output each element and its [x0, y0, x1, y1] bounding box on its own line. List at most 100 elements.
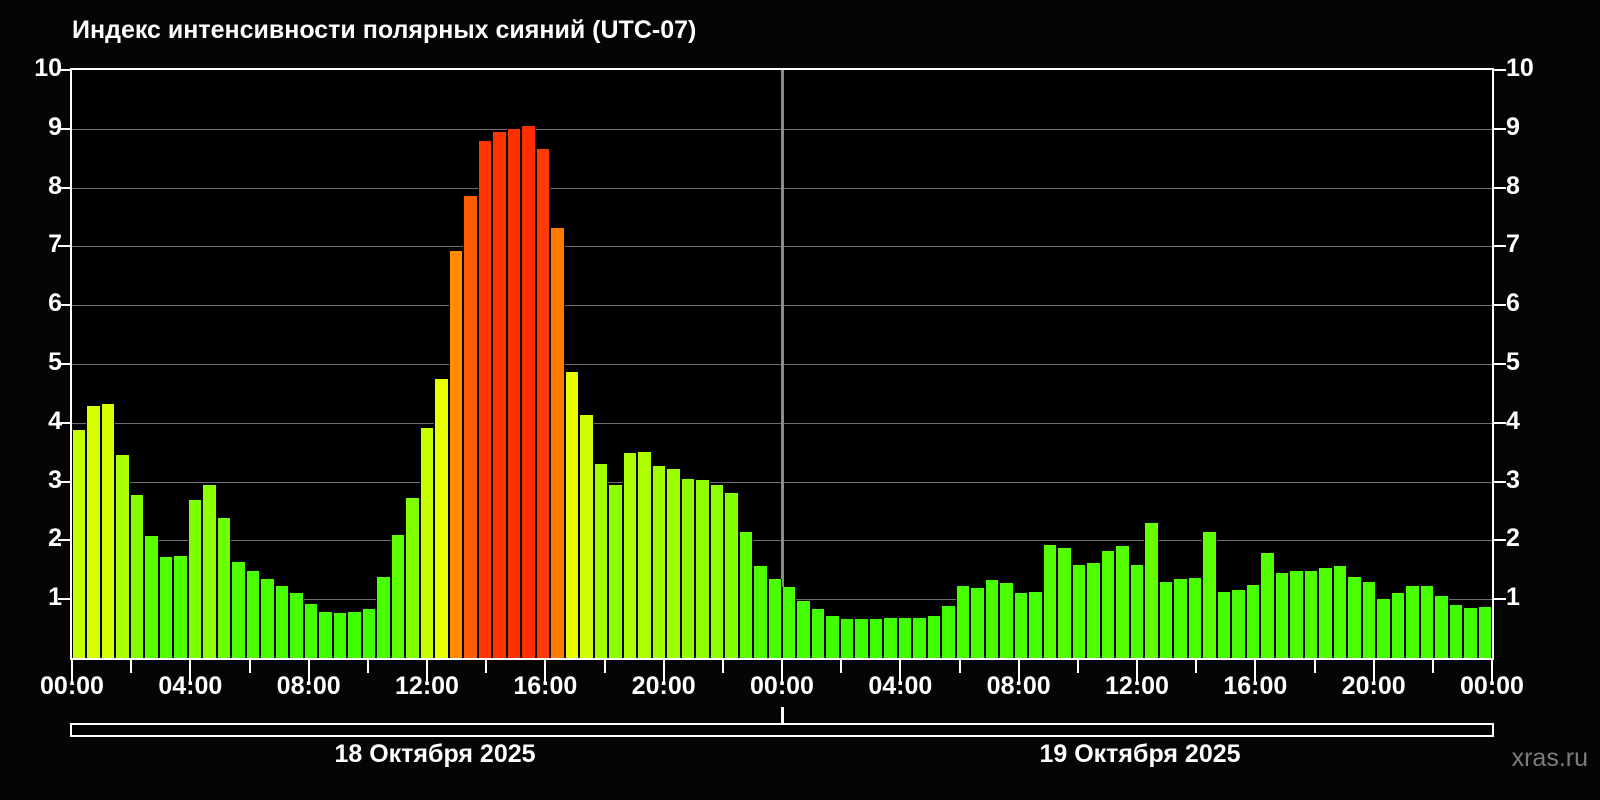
chart-title: Индекс интенсивности полярных сияний (UT… [72, 16, 697, 44]
bar [448, 250, 464, 658]
plot-area [70, 68, 1494, 660]
bar [173, 556, 188, 658]
x-axis-label-9: 12:00 [1105, 672, 1169, 700]
bar [231, 562, 246, 658]
bar [1086, 562, 1101, 658]
bar [941, 606, 956, 658]
y-axis-label-right-4: 4 [1506, 406, 1520, 435]
bar [1158, 581, 1174, 658]
x-axis-label-3: 12:00 [395, 672, 459, 700]
bar [274, 586, 290, 658]
y-axis-tick-left-9 [58, 127, 70, 130]
watermark: xras.ru [1511, 744, 1588, 772]
bar [245, 570, 261, 658]
bar [1347, 576, 1362, 658]
y-axis-label-right-1: 1 [1506, 583, 1520, 612]
bar [1129, 565, 1145, 658]
bar [260, 579, 275, 658]
bar [521, 125, 536, 658]
y-axis-label-left-10: 10 [34, 54, 62, 82]
bar [1231, 590, 1246, 658]
bar [1216, 592, 1232, 658]
bar [376, 576, 391, 658]
y-axis-tick-right-2 [1494, 539, 1506, 542]
y-axis-tick-right-9 [1494, 127, 1506, 130]
y-axis-label-right-7: 7 [1506, 230, 1520, 259]
bar [463, 196, 478, 658]
bar-series [72, 70, 1492, 658]
bar [1448, 605, 1463, 658]
y-axis-label-left-7: 7 [48, 230, 62, 259]
bar [86, 406, 101, 658]
bar [1274, 572, 1290, 658]
day-divider [781, 70, 784, 658]
bar [535, 149, 551, 658]
y-axis-tick-left-1 [58, 598, 70, 601]
bar [216, 518, 232, 658]
y-axis-tick-left-6 [58, 304, 70, 307]
x-axis-tick-12h [426, 660, 428, 684]
x-axis-tick-48h [1491, 660, 1493, 684]
x-axis-tick-2h [130, 660, 133, 673]
bar [390, 534, 406, 658]
bar [129, 494, 145, 658]
bar [897, 618, 913, 658]
x-axis-tick-4h [189, 660, 192, 684]
bar [477, 140, 493, 658]
bar [666, 468, 681, 658]
bar [1405, 586, 1420, 658]
y-axis-label-left-6: 6 [48, 289, 62, 318]
date-label-day1: 18 Октября 2025 [334, 740, 536, 768]
y-axis-tick-right-5 [1494, 363, 1506, 365]
date-band [70, 723, 1494, 737]
x-axis-label-5: 20:00 [631, 672, 696, 700]
bar [100, 403, 116, 658]
y-axis-label-right-2: 2 [1506, 524, 1520, 553]
x-axis-label-0: 00:00 [40, 672, 104, 700]
y-axis-tick-left-4 [58, 421, 70, 424]
bar [202, 484, 217, 658]
bar [1434, 596, 1449, 658]
bar [492, 131, 507, 658]
y-axis-label-right-6: 6 [1506, 289, 1520, 318]
x-axis-label-4: 16:00 [513, 672, 578, 700]
x-axis-tick-10h [366, 660, 369, 673]
x-axis-label-10: 16:00 [1223, 672, 1288, 700]
bar [303, 603, 319, 658]
bar [883, 618, 898, 658]
bar [955, 585, 971, 658]
bar [405, 498, 420, 658]
bar [144, 535, 159, 658]
y-axis-tick-right-3 [1494, 480, 1506, 483]
y-axis-label-left-8: 8 [48, 171, 62, 200]
x-axis-tick-18h [603, 660, 606, 673]
bar [1245, 584, 1261, 658]
bar [289, 593, 304, 658]
bar [1463, 608, 1478, 658]
x-axis-tick-28h [899, 660, 902, 684]
x-axis-label-6: 00:00 [750, 672, 814, 700]
x-axis-tick-40h [1254, 660, 1257, 684]
x-axis-tick-20h [662, 660, 665, 684]
bar [926, 615, 942, 658]
bar [1100, 550, 1116, 658]
y-axis-tick-right-4 [1494, 421, 1506, 424]
bar [1260, 552, 1275, 658]
x-axis-label-7: 04:00 [868, 672, 933, 700]
x-axis-tick-34h [1076, 660, 1079, 673]
x-axis-label-8: 08:00 [986, 672, 1051, 700]
bar [1361, 581, 1377, 658]
x-axis-tick-22h [721, 660, 724, 673]
bar [825, 615, 840, 658]
x-axis-label-12: 00:00 [1460, 672, 1524, 700]
bar [767, 578, 782, 658]
bar [506, 128, 522, 658]
y-axis-label-left-9: 9 [48, 112, 62, 141]
y-axis-tick-right-7 [1494, 245, 1506, 248]
x-axis-tick-8h [307, 660, 310, 684]
y-axis-tick-left-7 [58, 245, 70, 248]
date-label-day2: 19 Октября 2025 [1039, 740, 1241, 768]
bar [158, 556, 174, 658]
bar [1477, 607, 1492, 658]
